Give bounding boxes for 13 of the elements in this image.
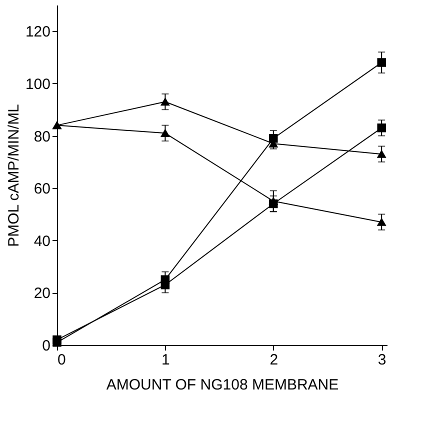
y-tick-label: 60 (34, 180, 50, 198)
x-tick-label: 3 (378, 352, 386, 368)
y-tick-label: 20 (34, 285, 50, 302)
x-tick-label: 1 (162, 352, 170, 368)
x-tick-label: 0 (58, 352, 66, 368)
y-tick-label: 120 (25, 24, 50, 41)
y-tick-label: 0 (42, 338, 50, 354)
y-axis-title: PMOL cAMP/MIN/ML (5, 104, 22, 247)
x-axis-title: AMOUNT OF NG108 MEMBRANE (106, 376, 339, 394)
y-tick-label: 100 (25, 76, 50, 93)
y-tick-label: 80 (34, 128, 50, 146)
x-tick-label: 2 (270, 352, 278, 368)
y-tick-label: 40 (34, 232, 50, 250)
